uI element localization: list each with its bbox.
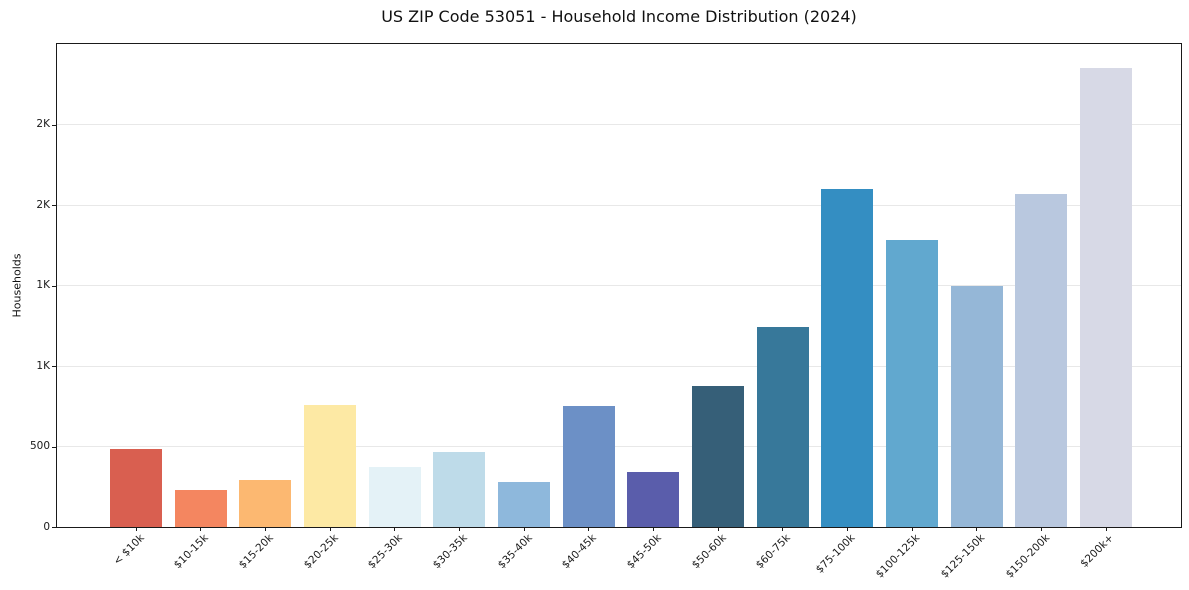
x-tick-label: $25-30k — [366, 532, 406, 572]
x-tick-mark — [588, 527, 590, 531]
gridline — [57, 365, 1181, 367]
x-tick-label: $75-100k — [814, 532, 858, 576]
x-tick-label: $60-75k — [754, 532, 794, 572]
x-tick-label: $45-50k — [624, 532, 664, 572]
y-tick-mark — [52, 124, 56, 126]
x-tick-mark — [782, 527, 784, 531]
bar-35-40k — [498, 481, 550, 527]
bar-45-50k — [627, 472, 680, 527]
y-tick-label: 2K — [36, 118, 50, 130]
plot-area — [56, 43, 1182, 528]
bar-15-20k — [239, 480, 292, 527]
chart-title: US ZIP Code 53051 - Household Income Dis… — [381, 7, 857, 26]
gridline — [57, 204, 1181, 206]
gridline — [57, 446, 1181, 447]
x-tick-label: $50-60k — [689, 532, 729, 572]
x-tick-mark — [846, 527, 848, 531]
x-tick-mark — [976, 527, 978, 531]
gridline — [57, 124, 1181, 125]
x-tick-label: $20-25k — [301, 532, 341, 572]
bar-30-35k — [433, 452, 486, 527]
bar-125-150k — [950, 285, 1003, 527]
x-tick-label: $100-125k — [873, 532, 923, 581]
x-tick-mark — [200, 527, 202, 531]
y-tick-mark — [52, 446, 56, 448]
y-tick-label: 1K — [36, 279, 50, 291]
y-tick-mark — [52, 205, 56, 206]
y-tick-label: 500 — [29, 440, 50, 452]
bar-60-75k — [756, 326, 809, 527]
x-tick-label: < $10k — [110, 532, 147, 568]
x-tick-mark — [264, 527, 266, 531]
bar-100-125k — [886, 240, 938, 527]
x-tick-mark — [458, 527, 460, 531]
x-tick-mark — [911, 527, 913, 531]
x-tick-mark — [1105, 527, 1107, 531]
bar-75-100k — [821, 188, 874, 527]
x-tick-label: $150-200k — [1003, 532, 1052, 581]
x-tick-label: $200k+ — [1078, 532, 1117, 570]
bar-25-30k — [368, 467, 421, 527]
x-tick-label: $15-20k — [236, 532, 276, 572]
gridline — [57, 285, 1181, 286]
x-tick-label: $35-40k — [495, 532, 535, 572]
x-tick-mark — [135, 527, 137, 531]
bar-20-25k — [304, 404, 356, 527]
y-tick-label: 0 — [43, 520, 50, 533]
x-tick-mark — [394, 527, 396, 531]
x-tick-label: $30-35k — [430, 532, 470, 572]
y-tick-label: 1K — [36, 359, 50, 372]
bar-10-15k — [174, 490, 227, 527]
x-tick-mark — [717, 527, 719, 531]
y-tick-label: 2K — [36, 198, 50, 211]
bar-40-45k — [562, 406, 615, 527]
y-tick-mark — [52, 285, 56, 287]
bar-10k — [110, 448, 162, 527]
x-tick-mark — [1040, 527, 1042, 531]
bar-150-200k — [1015, 193, 1068, 527]
x-tick-label: $125-150k — [938, 532, 988, 581]
x-tick-mark — [329, 527, 331, 531]
y-tick-mark — [52, 527, 56, 528]
x-tick-label: $40-45k — [560, 532, 600, 572]
x-tick-mark — [652, 527, 654, 531]
y-tick-mark — [52, 366, 56, 367]
bar-200k — [1080, 68, 1132, 527]
x-tick-label: $10-15k — [172, 532, 212, 572]
x-tick-mark — [523, 527, 525, 531]
bar-50-60k — [692, 386, 744, 527]
